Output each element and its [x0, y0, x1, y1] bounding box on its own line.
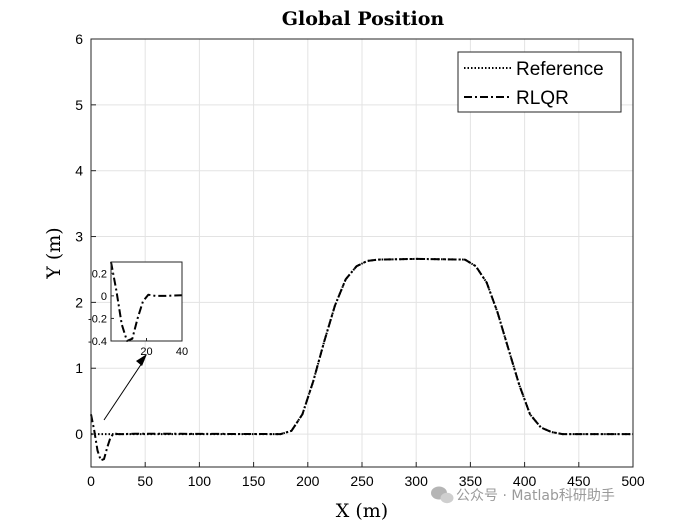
x-ticks: 0 50 100 150 200 250 300 350 400 450 500: [87, 462, 645, 489]
x-tick-label: 100: [188, 473, 212, 489]
y-tick-label: 6: [75, 31, 83, 47]
watermark-text: 公众号 · Matlab科研助手: [456, 488, 615, 504]
inset-x-tick-label: 40: [176, 346, 188, 358]
x-axis-label: X (m): [336, 500, 388, 522]
x-tick-label: 450: [567, 473, 591, 489]
inset-x-ticks: 20 40: [140, 338, 188, 358]
y-tick-label: 4: [75, 163, 83, 179]
x-tick-label: 350: [459, 473, 483, 489]
legend-box: [457, 51, 622, 113]
y-ticks: 0 1 2 3 4 5 6: [75, 31, 96, 442]
x-tick-label: 250: [350, 473, 374, 489]
x-tick-label: 150: [242, 473, 266, 489]
zoom-arrow-line: [103, 359, 145, 421]
legend-rlqr-label: RLQR: [516, 88, 569, 109]
x-tick-label: 0: [87, 473, 95, 489]
inset-y-ticks: 0.2 0 -0.2 -0.4: [88, 268, 114, 348]
watermark: 公众号 · Matlab科研助手: [431, 486, 615, 504]
y-tick-label: 1: [75, 360, 83, 376]
zoom-inset: 20 40 0.20-0.2-0.4: [88, 261, 188, 358]
series-line-rlqr: [90, 257, 633, 462]
legend: Reference RLQR: [457, 51, 622, 113]
chart-title: Global Position: [282, 8, 445, 30]
inset-series-lines: [110, 261, 183, 342]
y-tick-label: 0: [75, 426, 83, 442]
x-tick-label: 500: [621, 473, 645, 489]
inset-series-line-rlqr: [110, 261, 183, 342]
wechat-icon: [431, 486, 454, 504]
inset-y-tick-label: 0: [101, 291, 107, 303]
inset-y-tick-label: -0.2: [88, 313, 107, 325]
y-tick-label: 3: [75, 229, 83, 245]
x-tick-label: 400: [513, 473, 537, 489]
inset-y-tick-label: 0.2: [92, 268, 107, 280]
inset-y-tick-label: -0.4: [88, 336, 107, 348]
x-tick-label: 200: [296, 473, 320, 489]
zoom-arrow-head: [136, 354, 147, 366]
zoom-arrow: [103, 354, 147, 421]
inset-background: [111, 262, 182, 341]
series-lines: [90, 257, 633, 462]
x-tick-label: 300: [405, 473, 429, 489]
y-axis-label: Y (m): [43, 227, 65, 279]
legend-reference-label: Reference: [516, 59, 604, 80]
inset-x-tick-label: 20: [140, 346, 152, 358]
y-tick-label: 2: [75, 294, 83, 310]
x-tick-label: 50: [137, 473, 153, 489]
y-tick-label: 5: [75, 97, 83, 113]
